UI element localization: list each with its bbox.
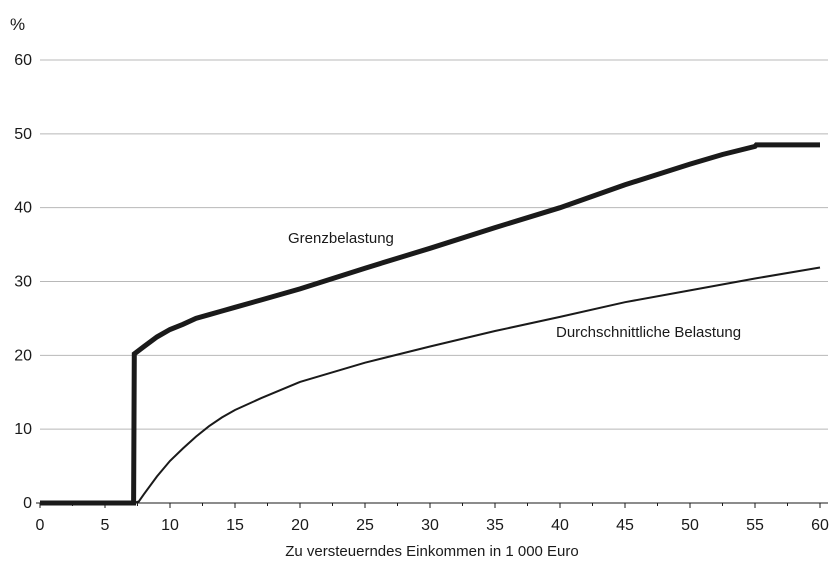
x-tick-label-15: 15	[226, 517, 244, 534]
axes	[36, 502, 828, 508]
x-tick-label-10: 10	[161, 517, 179, 534]
y-tick-label-0: 0	[23, 495, 32, 512]
series-line-durchschnittliche-belastung	[40, 266, 821, 504]
x-tick-label-55: 55	[746, 517, 764, 534]
x-tick-label-35: 35	[486, 517, 504, 534]
y-tick-label-10: 10	[14, 421, 32, 438]
x-tick-label-20: 20	[291, 517, 309, 534]
x-tick-label-45: 45	[616, 517, 634, 534]
y-tick-label-20: 20	[14, 347, 32, 364]
x-tick-label-60: 60	[811, 517, 829, 534]
series-label-grenzbelastung: Grenzbelastung	[288, 230, 394, 247]
x-tick-label-40: 40	[551, 517, 569, 534]
x-axis-title: Zu versteuerndes Einkommen in 1 000 Euro	[285, 543, 579, 560]
x-tick-label-25: 25	[356, 517, 374, 534]
x-tick-label-30: 30	[421, 517, 439, 534]
series-line-grenzbelastung	[40, 142, 820, 506]
y-unit-label: %	[10, 15, 25, 34]
x-tick-label-0: 0	[36, 517, 45, 534]
x-tick-label-5: 5	[101, 517, 110, 534]
y-tick-label-40: 40	[14, 200, 32, 217]
series-lines	[40, 142, 821, 506]
series-label-durchschnittliche-belastung: Durchschnittliche Belastung	[556, 324, 741, 341]
y-tick-label-50: 50	[14, 126, 32, 143]
gridlines	[40, 59, 828, 430]
tick-labels: 0 10 20 30 40 50 60 0 5 10 15 20 25 30 35 40 45 50 55 60	[14, 52, 829, 534]
x-tick-label-50: 50	[681, 517, 699, 534]
y-tick-label-30: 30	[14, 274, 32, 291]
y-tick-label-60: 60	[14, 52, 32, 69]
